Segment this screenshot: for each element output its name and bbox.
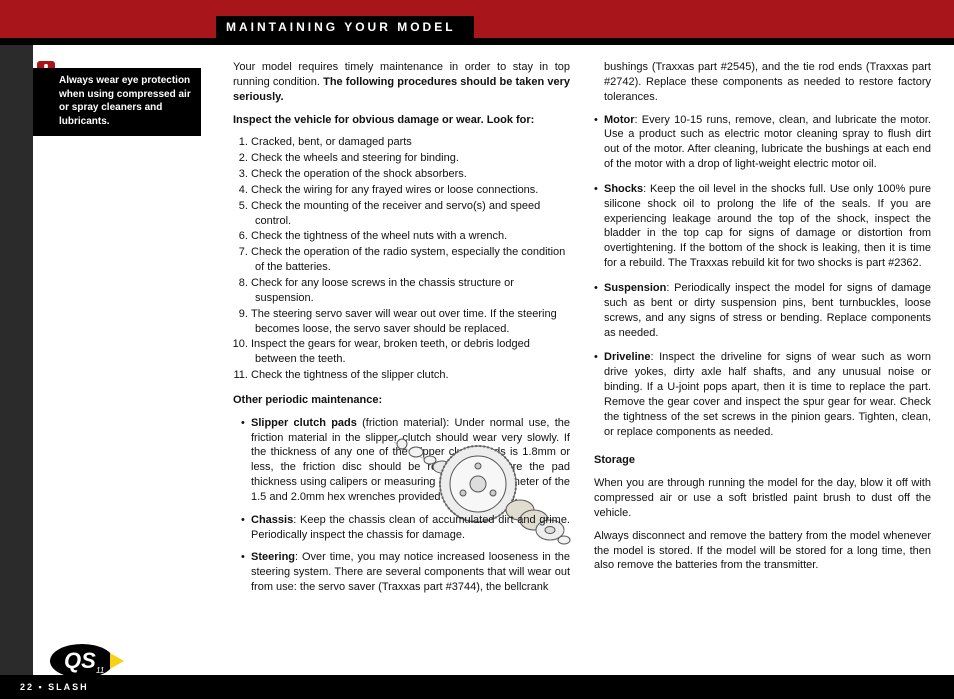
steering-text-a: : Over time, you may notice increased lo… bbox=[251, 551, 570, 593]
header-title-bar: MAINTAINING YOUR MODEL bbox=[216, 16, 474, 38]
driveline-text: : Inspect the driveline for signs of wea… bbox=[604, 351, 931, 437]
driveline-item: Driveline: Inspect the driveline for sig… bbox=[594, 350, 931, 439]
inspect-item: Check the tightness of the wheel nuts wi… bbox=[251, 229, 570, 244]
inspect-item: Check the operation of the shock absorbe… bbox=[251, 167, 570, 182]
inspect-item: Check the mounting of the receiver and s… bbox=[251, 199, 570, 229]
suspension-label: Suspension bbox=[604, 282, 666, 294]
steering-item: Steering: Over time, you may notice incr… bbox=[241, 550, 570, 595]
other-list: Slipper clutch pads (friction material):… bbox=[241, 416, 570, 595]
motor-item: Motor: Every 10-15 runs, remove, clean, … bbox=[594, 113, 931, 172]
shocks-text: : Keep the oil level in the shocks full.… bbox=[604, 183, 931, 269]
inspect-item: Check for any loose screws in the chassi… bbox=[251, 276, 570, 306]
steering-label: Steering bbox=[251, 551, 295, 563]
inspect-item: Check the tightness of the slipper clutc… bbox=[251, 368, 570, 383]
storage-heading: Storage bbox=[594, 453, 931, 468]
chassis-label: Chassis bbox=[251, 514, 293, 526]
motor-label: Motor bbox=[604, 114, 635, 126]
svg-text:QS: QS bbox=[64, 648, 96, 673]
steering-continuation: bushings (Traxxas part #2545), and the t… bbox=[594, 60, 931, 105]
slipper-label: Slipper clutch pads bbox=[251, 417, 357, 429]
shocks-item: Shocks: Keep the oil level in the shocks… bbox=[594, 182, 931, 271]
intro-paragraph: Your model requires timely maintenance i… bbox=[233, 60, 570, 105]
inspect-item: Inspect the gears for wear, broken teeth… bbox=[251, 337, 570, 367]
driveline-label: Driveline bbox=[604, 351, 650, 363]
inspect-item: Check the wiring for any frayed wires or… bbox=[251, 183, 570, 198]
content-area: Your model requires timely maintenance i… bbox=[233, 60, 931, 603]
inspect-heading: Inspect the vehicle for obvious damage o… bbox=[233, 113, 570, 128]
footer-sep: • bbox=[34, 682, 48, 692]
chassis-text: : Keep the chassis clean of accumulated … bbox=[251, 514, 570, 541]
right-list: Motor: Every 10-15 runs, remove, clean, … bbox=[594, 113, 931, 440]
motor-text: : Every 10-15 runs, remove, clean, and l… bbox=[604, 114, 931, 171]
chassis-item: Chassis: Keep the chassis clean of accum… bbox=[241, 513, 570, 543]
page-title: MAINTAINING YOUR MODEL bbox=[226, 20, 456, 34]
storage-p1: When you are through running the model f… bbox=[594, 476, 931, 521]
inspect-item: The steering servo saver will wear out o… bbox=[251, 307, 570, 337]
warning-text: Always wear eye protection when using co… bbox=[41, 74, 193, 128]
footer-page: 22 bbox=[20, 682, 34, 692]
footer-model: SLASH bbox=[48, 682, 89, 692]
slipper-item: Slipper clutch pads (friction material):… bbox=[241, 416, 570, 505]
left-margin-bar bbox=[0, 45, 33, 699]
inspect-item: Check the wheels and steering for bindin… bbox=[251, 151, 570, 166]
left-column: Your model requires timely maintenance i… bbox=[233, 60, 570, 603]
inspect-item: Check the operation of the radio system,… bbox=[251, 245, 570, 275]
footer-bar: 22 • SLASH bbox=[0, 675, 954, 699]
inspect-item: Cracked, bent, or damaged parts bbox=[251, 135, 570, 150]
inspect-list: Cracked, bent, or damaged parts Check th… bbox=[251, 135, 570, 383]
footer-text: 22 • SLASH bbox=[20, 682, 89, 692]
warning-callout: Always wear eye protection when using co… bbox=[33, 68, 201, 136]
storage-p2: Always disconnect and remove the battery… bbox=[594, 529, 931, 574]
svg-text:11: 11 bbox=[96, 666, 104, 675]
shocks-label: Shocks bbox=[604, 183, 643, 195]
other-heading: Other periodic maintenance: bbox=[233, 393, 570, 408]
right-column: bushings (Traxxas part #2545), and the t… bbox=[594, 60, 931, 603]
suspension-item: Suspension: Periodically inspect the mod… bbox=[594, 281, 931, 340]
header-black-stripe bbox=[0, 38, 954, 45]
